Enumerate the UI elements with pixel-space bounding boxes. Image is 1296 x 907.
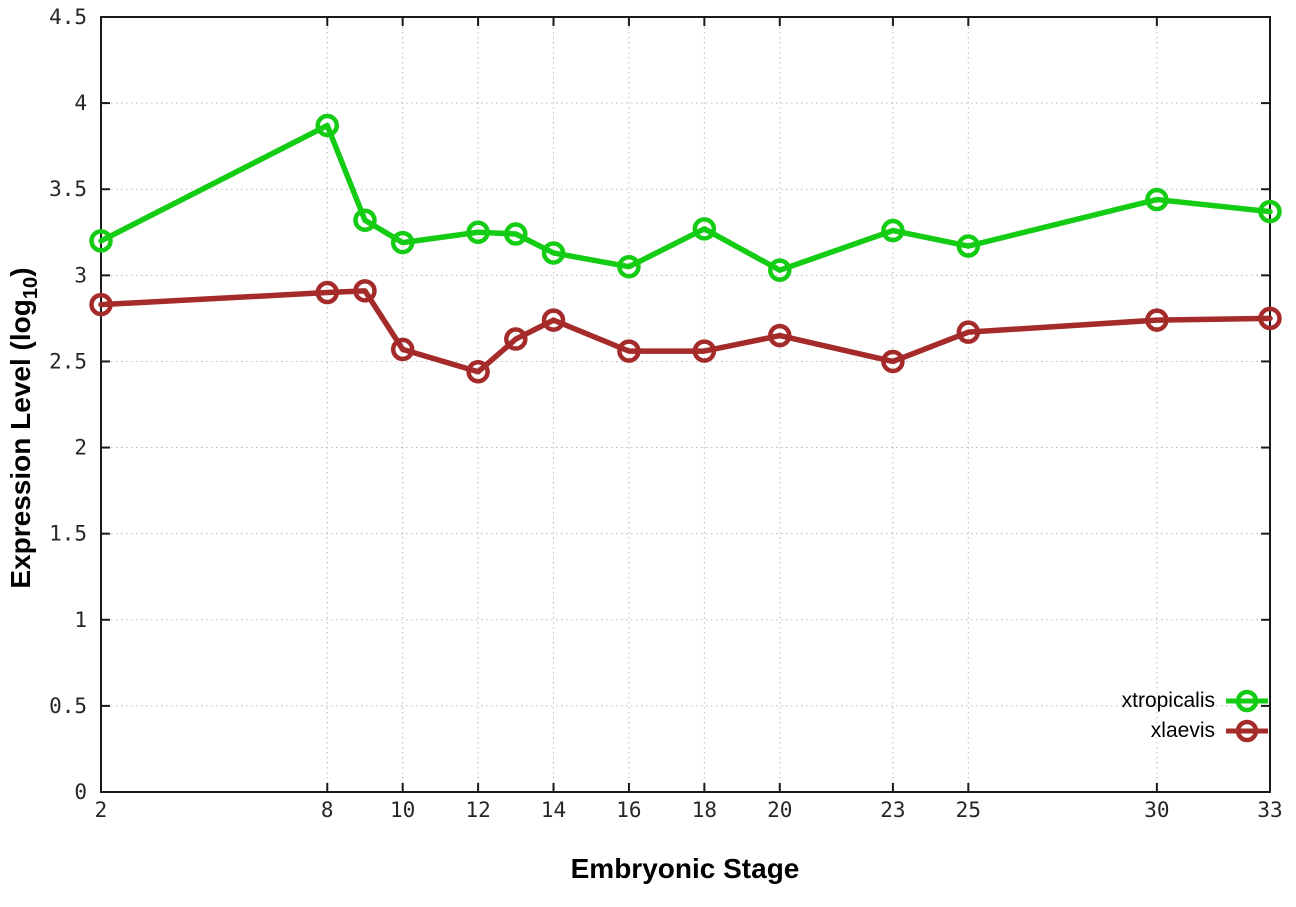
legend-entry-xlaevis: xlaevis (1122, 716, 1270, 746)
tick-label-layer: 2 8 10 12 14 16 18 20 23 25 30 33 0 0.5 1 1.5 2 2.5 3 3.5 4 4… (49, 5, 1283, 822)
data-point-xtropicalis (1145, 187, 1169, 212)
y-tick-label: 1 (74, 608, 87, 632)
plot-border-layer (100, 16, 1271, 793)
data-point-xtropicalis (390, 230, 415, 255)
x-tick-label: 16 (616, 798, 641, 822)
data-point-xlaevis (617, 339, 641, 363)
y-tick-label: 1.5 (49, 522, 87, 546)
y-axis-title: Expression Level (log10) (5, 267, 43, 588)
x-tick-label: 25 (956, 798, 981, 822)
data-point-xtropicalis (541, 241, 566, 265)
data-point-xlaevis (1145, 308, 1169, 332)
x-tick-label: 12 (465, 798, 490, 822)
data-point-xtropicalis (881, 218, 905, 243)
y-tick-label: 4.5 (49, 5, 87, 29)
legend: xtropicalis xlaevis (1122, 686, 1270, 746)
x-tick-label: 8 (321, 798, 334, 822)
y-axis-title-text: Expression Level (log (5, 299, 37, 589)
x-axis-title: Embryonic Stage (570, 853, 800, 884)
data-point-xtropicalis (466, 220, 490, 245)
y-tick-label: 4 (74, 91, 87, 115)
legend-marker-sample (1226, 719, 1268, 743)
data-point-xtropicalis (315, 113, 340, 138)
legend-ring-icon (1235, 689, 1259, 713)
y-tick-label: 3.5 (49, 177, 87, 201)
x-tick-label: 14 (541, 798, 566, 822)
x-tick-label: 23 (880, 798, 905, 822)
y-tick-label: 0.5 (49, 694, 87, 718)
data-point-xlaevis (956, 320, 981, 344)
data-point-xlaevis (353, 279, 377, 303)
x-tick-label: 20 (767, 798, 792, 822)
x-tick-label: 2 (95, 798, 108, 822)
data-point-xtropicalis (353, 208, 377, 232)
x-tick-label: 33 (1257, 798, 1282, 822)
legend-label: xlaevis (1150, 719, 1215, 742)
legend-marker-sample (1226, 689, 1268, 713)
y-tick-label: 2 (74, 436, 87, 460)
data-point-xtropicalis (617, 254, 641, 279)
data-point-xlaevis (768, 323, 792, 348)
data-point-xtropicalis (956, 234, 981, 258)
data-point-xlaevis (89, 292, 113, 317)
y-tick-label: 0 (74, 780, 87, 804)
data-point-xtropicalis (89, 229, 113, 253)
y-tick-label: 3 (74, 263, 87, 287)
x-tick-label: 10 (390, 798, 415, 822)
plot-border (100, 16, 1271, 793)
data-point-xtropicalis (504, 222, 528, 246)
legend-entry-xtropicalis: xtropicalis (1122, 686, 1270, 716)
data-point-xlaevis (315, 280, 340, 305)
data-point-xlaevis (1258, 306, 1282, 331)
series-line-xtropicalis (98, 122, 1273, 273)
x-tick-label: 30 (1144, 798, 1169, 822)
legend-ring-icon (1235, 719, 1259, 743)
y-axis-title-close: ) (5, 267, 37, 277)
axis-tick-layer (100, 16, 1271, 793)
grid-layer (101, 17, 1270, 792)
data-point-xlaevis (692, 339, 717, 363)
data-point-xlaevis (504, 327, 528, 351)
data-point-xlaevis (541, 308, 566, 332)
x-tick-label: 18 (692, 798, 717, 822)
y-tick-label: 2.5 (49, 349, 87, 373)
legend-label: xtropicalis (1121, 689, 1215, 712)
data-point-xtropicalis (1258, 199, 1282, 224)
series-line-xlaevis (98, 288, 1273, 375)
data-point-xlaevis (466, 360, 490, 384)
series-layer (89, 113, 1282, 384)
y-axis-title-subscript: 10 (19, 276, 42, 300)
data-point-xlaevis (881, 349, 905, 374)
data-point-xtropicalis (692, 217, 717, 241)
data-point-xlaevis (390, 337, 415, 362)
data-point-xtropicalis (768, 258, 792, 282)
